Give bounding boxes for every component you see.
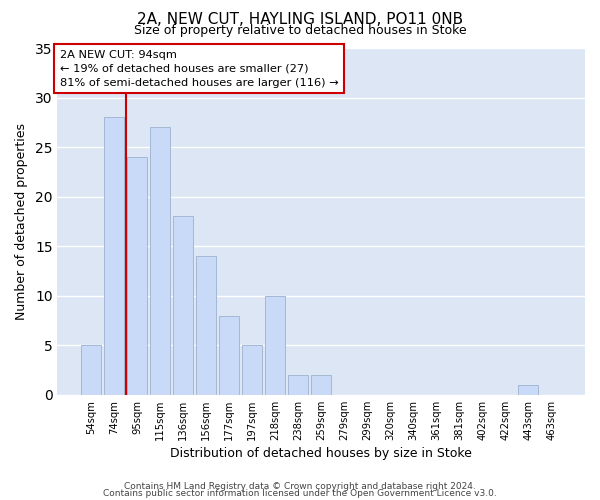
Bar (196, 256, 216, 395)
X-axis label: Distribution of detached houses by size in Stoke: Distribution of detached houses by size … (170, 447, 472, 460)
Y-axis label: Number of detached properties: Number of detached properties (15, 123, 28, 320)
Bar (127, 157, 147, 395)
Bar (242, 346, 262, 395)
Bar (173, 216, 193, 395)
Text: 2A, NEW CUT, HAYLING ISLAND, PO11 0NB: 2A, NEW CUT, HAYLING ISLAND, PO11 0NB (137, 12, 463, 28)
Bar (518, 385, 538, 395)
Bar (311, 375, 331, 395)
Bar (151, 128, 170, 395)
Bar (265, 296, 285, 395)
Text: 2A NEW CUT: 94sqm
← 19% of detached houses are smaller (27)
81% of semi-detached: 2A NEW CUT: 94sqm ← 19% of detached hous… (60, 50, 338, 88)
Text: Size of property relative to detached houses in Stoke: Size of property relative to detached ho… (134, 24, 466, 37)
Text: Contains HM Land Registry data © Crown copyright and database right 2024.: Contains HM Land Registry data © Crown c… (124, 482, 476, 491)
Bar (104, 118, 124, 395)
Text: Contains public sector information licensed under the Open Government Licence v3: Contains public sector information licen… (103, 490, 497, 498)
Bar (82, 346, 101, 395)
Bar (220, 316, 239, 395)
Bar (289, 375, 308, 395)
